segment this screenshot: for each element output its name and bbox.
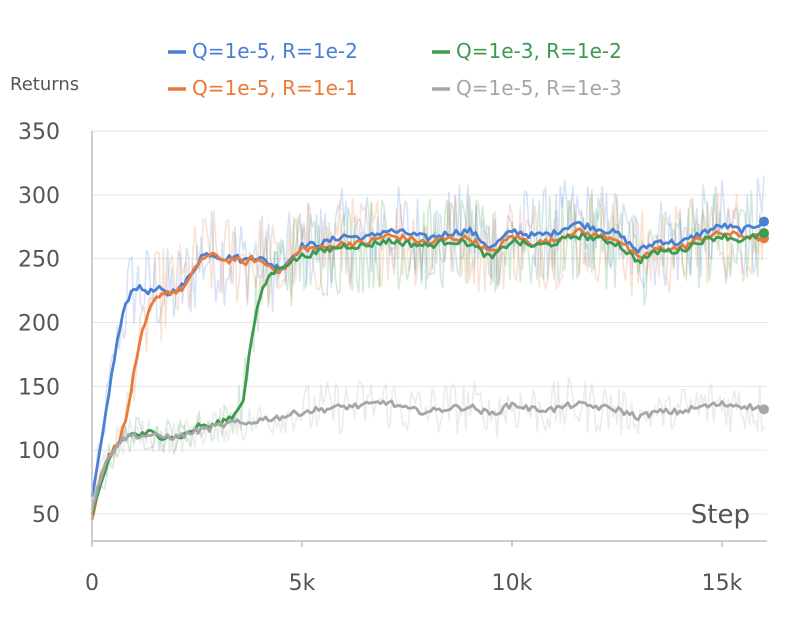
x-axis-label: Step (691, 500, 750, 530)
y-tick-label: 100 (18, 439, 60, 464)
series-noise-bands (91, 175, 765, 516)
y-tick-label: 250 (18, 248, 60, 273)
legend-label-0: Q=1e-5, R=1e-2 (192, 39, 358, 63)
series-lines (90, 220, 765, 521)
series-end-marker-3 (759, 404, 769, 415)
series-line-3 (90, 399, 765, 511)
x-tick-labels: 0 5k 10k 15k (85, 571, 743, 596)
legend-label-3: Q=1e-5, R=1e-3 (456, 76, 622, 100)
axes (91, 131, 767, 547)
legend: Q=1e-5, R=1e-2 Q=1e-5, R=1e-1 Q=1e-3, R=1e… (168, 39, 622, 100)
y-tick-label: 50 (32, 503, 60, 528)
series-noise-2 (91, 189, 765, 516)
series-line-0 (90, 220, 765, 498)
series-noise-3 (91, 377, 765, 500)
x-tick-label: 15k (702, 571, 743, 596)
y-tick-label: 200 (18, 312, 60, 337)
series-end-markers (759, 216, 769, 415)
y-tick-labels: 50 100 150 200 250 300 350 (18, 120, 60, 528)
x-tick-label: 5k (289, 571, 316, 596)
legend-label-2: Q=1e-3, R=1e-2 (456, 39, 622, 63)
series-end-marker-2 (759, 228, 769, 239)
x-tick-label: 0 (85, 571, 99, 596)
series-line-2 (90, 231, 765, 516)
series-end-marker-0 (759, 216, 769, 227)
x-tick-label: 10k (492, 571, 533, 596)
y-axis-label: Returns (10, 74, 79, 95)
y-tick-label: 150 (18, 375, 60, 400)
y-tick-label: 350 (18, 120, 60, 145)
y-tick-label: 300 (18, 184, 60, 209)
legend-label-1: Q=1e-5, R=1e-1 (192, 76, 358, 100)
grid-lines (92, 130, 767, 515)
